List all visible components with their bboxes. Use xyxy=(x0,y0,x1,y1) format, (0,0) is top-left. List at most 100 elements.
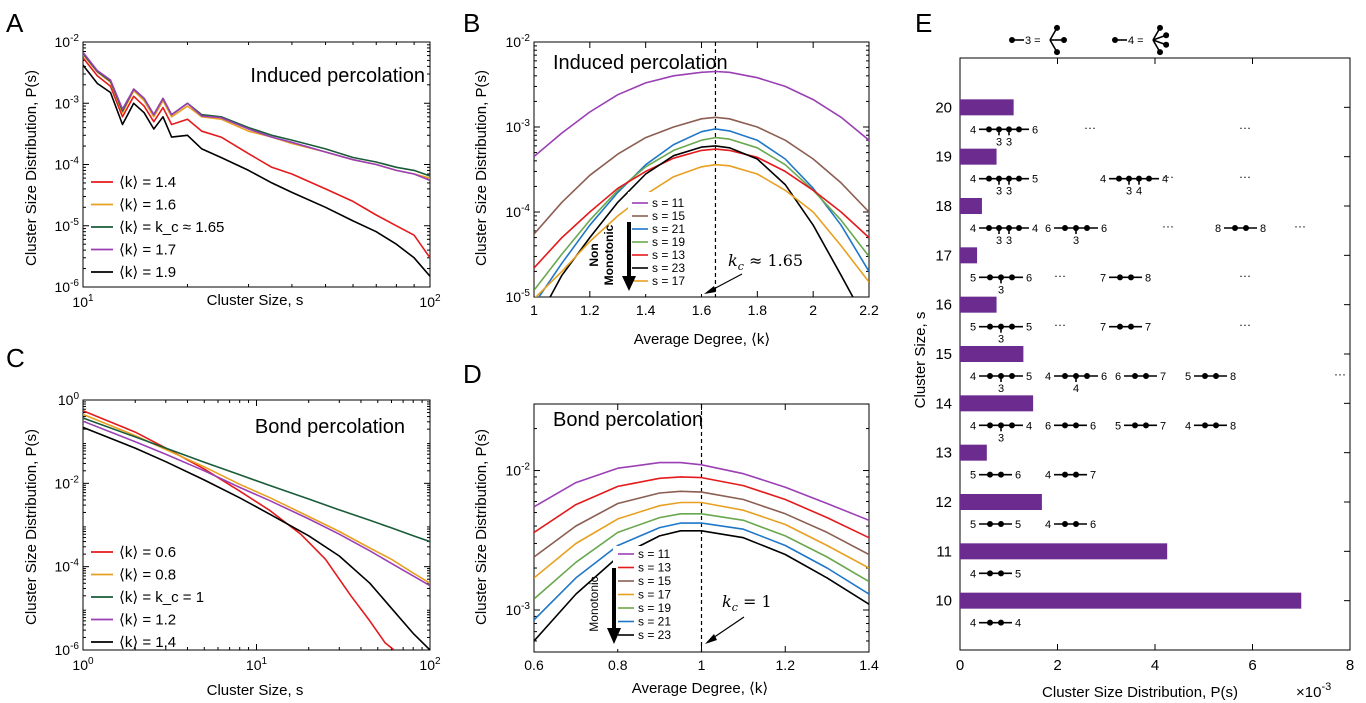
motif-node xyxy=(1202,373,1208,379)
ellipsis: ··· xyxy=(1239,170,1251,184)
motif-node xyxy=(1202,422,1208,429)
panel-d: 0.6 0.8 1 1.2 1.410-310-2s = 11s = 13s = 15s… xyxy=(506,403,879,673)
glyph-node xyxy=(1163,32,1170,39)
panel-letter-e: E xyxy=(915,8,932,38)
y-tick-label: 10-2 xyxy=(506,462,531,479)
cluster-motif: 4 3 3 5 xyxy=(970,174,1038,198)
motif-node xyxy=(1062,373,1068,379)
motif-degree-label: 8 xyxy=(1230,420,1236,432)
motif-node xyxy=(1213,422,1219,429)
legend-entry: s = 23 xyxy=(638,628,671,642)
y-tick-label: 10-4 xyxy=(506,203,531,220)
series-line xyxy=(534,530,869,642)
y-tick-label: 13 xyxy=(935,445,952,462)
legend-entry: s = 15 xyxy=(638,574,671,588)
ellipsis: ··· xyxy=(1084,120,1096,134)
x-tick-label: 2.2 xyxy=(859,302,879,318)
motif-degree-label: 5 xyxy=(1015,568,1021,580)
panel-letter-a: A xyxy=(6,8,24,38)
panel-letter-c: C xyxy=(6,343,25,373)
motif-degree-label: 7 xyxy=(1160,371,1166,383)
x-tick-label: 1.4 xyxy=(859,657,879,673)
degree-glyph: 4 = xyxy=(1112,24,1170,56)
arrow-label: Monotonic xyxy=(602,224,616,285)
motif-degree-label: 7 xyxy=(1100,272,1106,284)
motif-degree-label: 6 xyxy=(1115,371,1121,383)
motif-degree-label: 5 xyxy=(1185,371,1191,383)
legend-entry: s = 13 xyxy=(652,248,685,262)
y-tick-label: 20 xyxy=(935,99,952,116)
y-tick-label: 10-6 xyxy=(55,641,80,658)
motif-degree-label: 7 xyxy=(1090,470,1096,482)
motif-branch-label: 3 xyxy=(996,235,1002,247)
motif-node xyxy=(998,570,1004,577)
y-tick-label: 10-4 xyxy=(55,558,80,575)
motif-degree-label: 7 xyxy=(1160,420,1166,432)
motif-node xyxy=(1073,521,1079,527)
legend-entry: s = 13 xyxy=(638,561,671,575)
motif-degree-label: 4 xyxy=(1026,420,1032,432)
motif-degree-label: 8 xyxy=(1215,223,1221,235)
motif-degree-label: 6 xyxy=(1015,470,1021,482)
panel-letter-b: B xyxy=(463,8,480,38)
panel-c-frame xyxy=(82,399,431,651)
bar xyxy=(960,346,1024,362)
cluster-motif: 4 3 3 6 xyxy=(970,124,1038,148)
motif-node xyxy=(987,619,993,626)
motif-node xyxy=(1213,373,1219,379)
motif-branch-label: 3 xyxy=(1006,136,1012,148)
series-line xyxy=(83,57,430,259)
bar xyxy=(960,543,1168,560)
ellipsis: ··· xyxy=(1239,318,1251,332)
motif-branch-label: 4 xyxy=(1073,383,1079,395)
y-tick-label: 100 xyxy=(58,391,80,408)
motif-node xyxy=(1009,274,1015,281)
series-line xyxy=(83,51,430,182)
motif-node xyxy=(1143,373,1149,379)
motif-degree-label: 4 xyxy=(1045,519,1051,531)
panel-b-xlabel: Average Degree, ⟨k⟩ xyxy=(634,331,771,348)
motif-degree-label: 5 xyxy=(970,272,976,284)
motif-node xyxy=(1009,422,1015,429)
motif-node xyxy=(1062,422,1068,429)
legend-entry: ⟨k⟩ = 1.4 xyxy=(119,634,176,651)
arrow-label: Monotonic xyxy=(587,576,601,631)
legend-entry: ⟨k⟩ = 0.6 xyxy=(119,544,176,561)
motif-node xyxy=(1132,422,1138,429)
y-tick-label: 10-6 xyxy=(55,278,80,295)
motif-degree-label: 4 xyxy=(1185,420,1191,432)
ellipsis: ··· xyxy=(1054,268,1066,282)
motif-node xyxy=(1062,471,1068,478)
x-tick-label: 100 xyxy=(72,656,94,673)
x-tick-label: 2 xyxy=(1053,657,1061,674)
y-tick-label: 19 xyxy=(935,149,952,166)
series-line xyxy=(534,476,869,539)
glyph-label: 4 = xyxy=(1128,35,1144,47)
motif-node xyxy=(1016,175,1022,182)
x-tick-label: 2 xyxy=(809,302,817,318)
ellipsis: ··· xyxy=(1054,318,1066,332)
motif-degree-label: 6 xyxy=(1090,519,1096,531)
motif-node xyxy=(987,323,993,330)
y-tick-label: 15 xyxy=(935,346,952,363)
motif-degree-label: 4 xyxy=(970,618,976,630)
bar xyxy=(960,592,1302,609)
x-tick-label: 1.8 xyxy=(748,302,768,318)
motif-node xyxy=(1117,323,1123,330)
glyph-node xyxy=(1157,49,1163,56)
motif-node xyxy=(1016,126,1022,133)
bar xyxy=(960,99,1014,116)
bar xyxy=(960,444,987,461)
series-line xyxy=(83,417,430,543)
ellipsis: ··· xyxy=(1334,367,1346,381)
series-line xyxy=(534,522,869,621)
motif-degree-label: 4 xyxy=(970,124,976,136)
x-tick-label: 1 xyxy=(698,657,706,673)
panel-a-xlabel: Cluster Size, s xyxy=(207,292,304,309)
x-tick-label: 6 xyxy=(1248,657,1256,674)
